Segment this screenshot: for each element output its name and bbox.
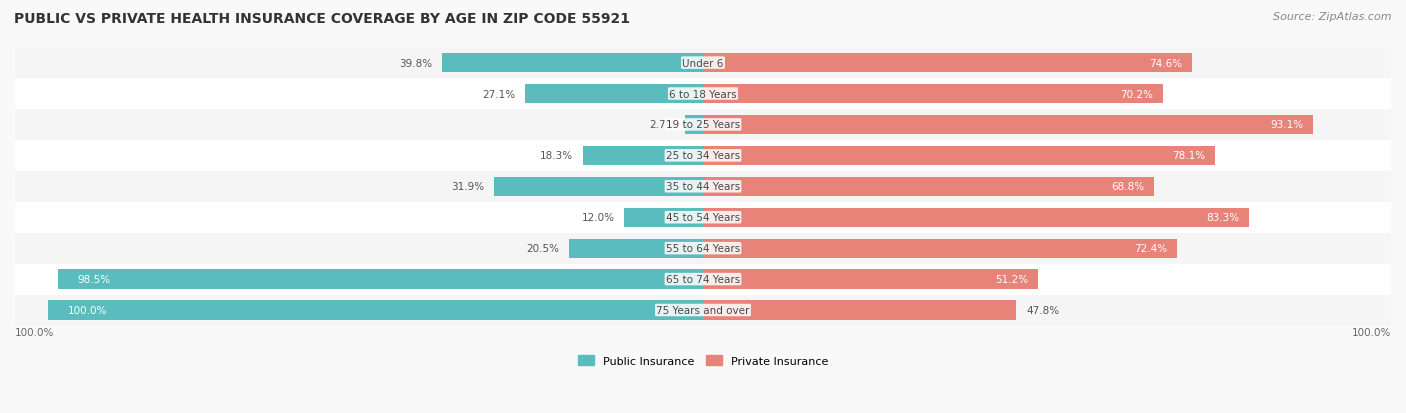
Text: 2.7%: 2.7% (650, 120, 675, 130)
FancyBboxPatch shape (15, 264, 1391, 295)
Text: 27.1%: 27.1% (482, 89, 516, 99)
Bar (494, 177, 703, 197)
FancyBboxPatch shape (15, 140, 1391, 171)
Text: 72.4%: 72.4% (1135, 244, 1167, 254)
Text: 100.0%: 100.0% (15, 327, 55, 337)
Bar (583, 147, 703, 166)
Bar (624, 208, 703, 227)
Text: 51.2%: 51.2% (995, 274, 1029, 285)
Text: 19 to 25 Years: 19 to 25 Years (666, 120, 740, 130)
FancyBboxPatch shape (15, 171, 1391, 202)
Text: 55 to 64 Years: 55 to 64 Years (666, 244, 740, 254)
Bar (48, 301, 703, 320)
Text: 35 to 44 Years: 35 to 44 Years (666, 182, 740, 192)
Text: 39.8%: 39.8% (399, 59, 433, 69)
Text: 74.6%: 74.6% (1149, 59, 1182, 69)
Bar (703, 301, 1017, 320)
Bar (703, 85, 1163, 104)
Text: 55 to 64 Years: 55 to 64 Years (666, 244, 740, 254)
Bar (703, 147, 1215, 166)
Bar (703, 270, 1039, 289)
Text: PUBLIC VS PRIVATE HEALTH INSURANCE COVERAGE BY AGE IN ZIP CODE 55921: PUBLIC VS PRIVATE HEALTH INSURANCE COVER… (14, 12, 630, 26)
Bar (703, 116, 1313, 135)
Text: 45 to 54 Years: 45 to 54 Years (666, 213, 740, 223)
FancyBboxPatch shape (15, 48, 1391, 79)
Text: 31.9%: 31.9% (451, 182, 484, 192)
Legend: Public Insurance, Private Insurance: Public Insurance, Private Insurance (574, 351, 832, 370)
Text: 45 to 54 Years: 45 to 54 Years (666, 213, 740, 223)
Text: 35 to 44 Years: 35 to 44 Years (666, 182, 740, 192)
Bar (703, 177, 1154, 197)
Text: 70.2%: 70.2% (1121, 89, 1153, 99)
Text: 100.0%: 100.0% (1351, 327, 1391, 337)
Text: 68.8%: 68.8% (1111, 182, 1144, 192)
Text: 75 Years and over: 75 Years and over (657, 305, 749, 315)
Text: Under 6: Under 6 (682, 59, 724, 69)
Text: 25 to 34 Years: 25 to 34 Years (666, 151, 740, 161)
Text: 25 to 34 Years: 25 to 34 Years (666, 151, 740, 161)
Text: 20.5%: 20.5% (526, 244, 558, 254)
Bar (703, 208, 1249, 227)
Text: Under 6: Under 6 (682, 59, 724, 69)
Text: 18.3%: 18.3% (540, 151, 574, 161)
FancyBboxPatch shape (15, 79, 1391, 110)
Text: 19 to 25 Years: 19 to 25 Years (666, 120, 740, 130)
Bar (685, 116, 703, 135)
Text: 12.0%: 12.0% (582, 213, 614, 223)
Text: 100.0%: 100.0% (67, 305, 107, 315)
Text: 98.5%: 98.5% (77, 274, 111, 285)
Text: 6 to 18 Years: 6 to 18 Years (669, 89, 737, 99)
Text: 65 to 74 Years: 65 to 74 Years (666, 274, 740, 285)
Bar (58, 270, 703, 289)
Text: 93.1%: 93.1% (1270, 120, 1303, 130)
Text: 83.3%: 83.3% (1206, 213, 1239, 223)
FancyBboxPatch shape (15, 110, 1391, 140)
Bar (568, 239, 703, 258)
Bar (526, 85, 703, 104)
FancyBboxPatch shape (15, 233, 1391, 264)
Text: 47.8%: 47.8% (1026, 305, 1059, 315)
FancyBboxPatch shape (15, 202, 1391, 233)
Text: Source: ZipAtlas.com: Source: ZipAtlas.com (1274, 12, 1392, 22)
Text: 78.1%: 78.1% (1171, 151, 1205, 161)
Bar (443, 54, 703, 73)
FancyBboxPatch shape (15, 295, 1391, 326)
Text: 65 to 74 Years: 65 to 74 Years (666, 274, 740, 285)
Bar (703, 239, 1177, 258)
Text: 75 Years and over: 75 Years and over (657, 305, 749, 315)
Bar (703, 54, 1192, 73)
Text: 6 to 18 Years: 6 to 18 Years (669, 89, 737, 99)
